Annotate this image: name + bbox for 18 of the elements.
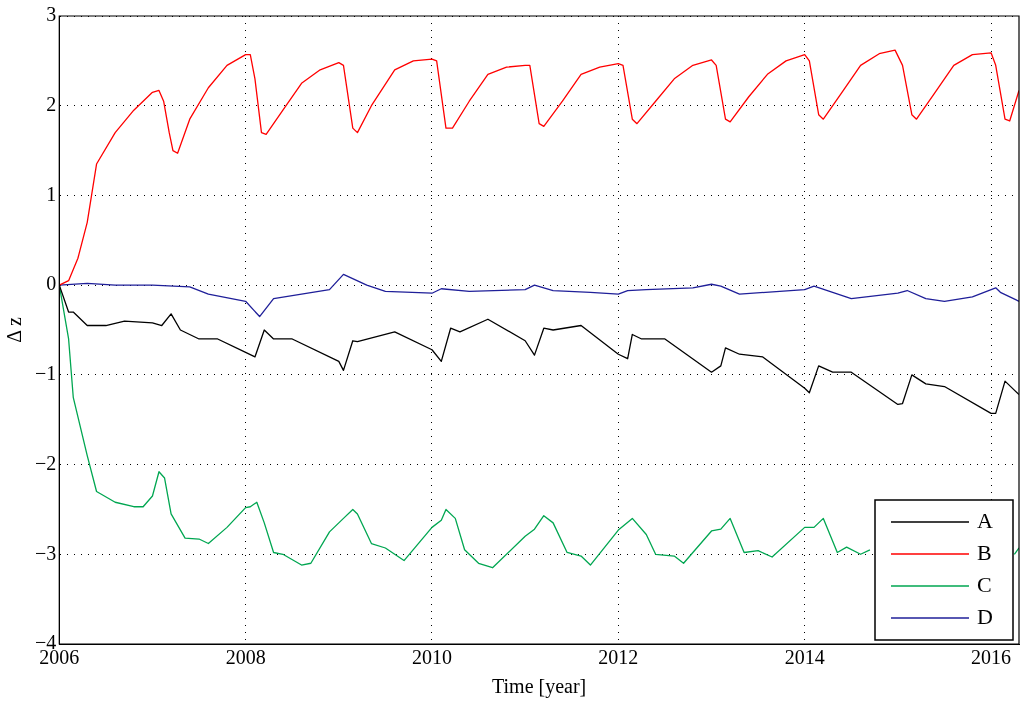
- legend-label: B: [977, 539, 992, 565]
- y-tick-label: 2: [46, 92, 57, 115]
- y-tick-label: 3: [46, 3, 57, 26]
- y-tick-label: −1: [35, 362, 57, 385]
- y-tick-label: 1: [46, 182, 57, 205]
- x-tick-label: 2008: [225, 646, 266, 669]
- x-tick-label: 2016: [971, 646, 1012, 669]
- y-tick-label: 0: [46, 272, 57, 295]
- x-tick-label: 2014: [784, 646, 825, 669]
- legend-label: D: [977, 603, 993, 629]
- x-tick-label: 2010: [411, 646, 452, 669]
- y-tick-label: −3: [35, 541, 57, 564]
- y-tick-label: −2: [35, 451, 57, 474]
- x-tick-label: 2012: [598, 646, 639, 669]
- legend-label: A: [977, 507, 993, 533]
- y-axis-title: Δ z: [3, 317, 26, 343]
- legend-label: C: [977, 571, 992, 597]
- x-axis-title: Time [year]: [492, 675, 587, 699]
